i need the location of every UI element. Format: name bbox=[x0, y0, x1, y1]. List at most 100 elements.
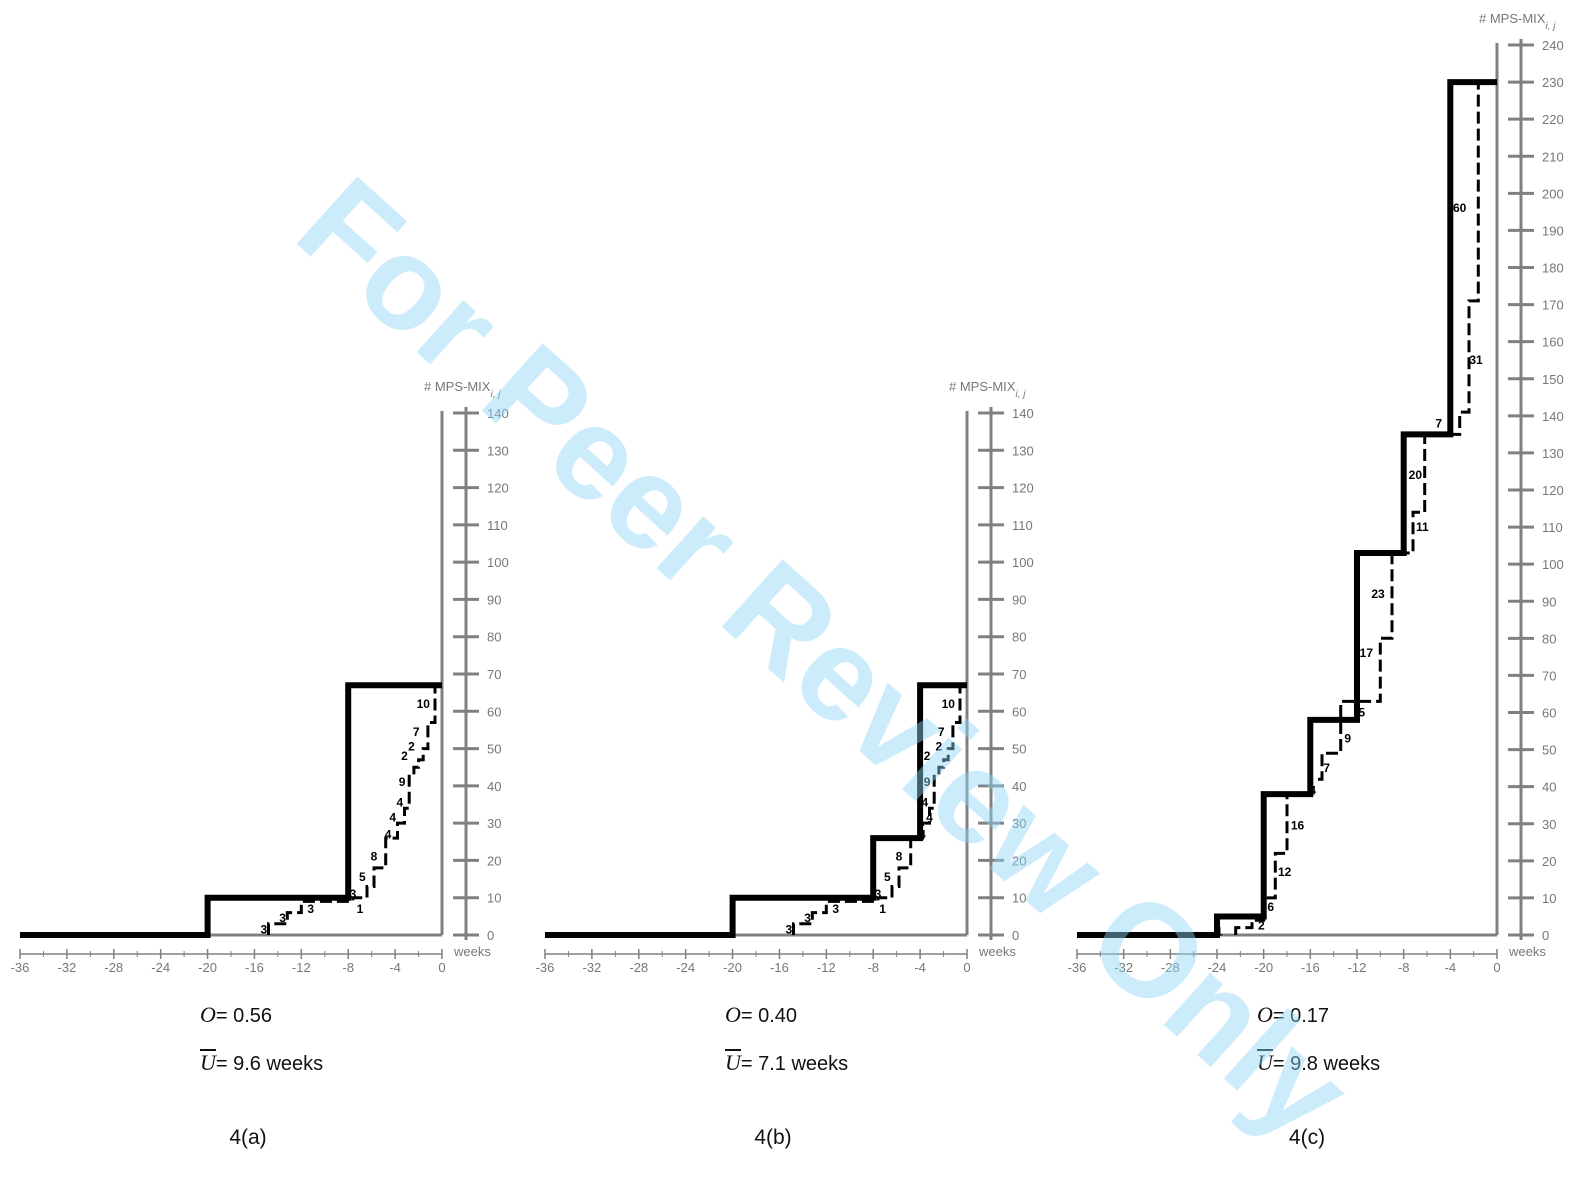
step-label: 10 bbox=[942, 697, 956, 711]
stat-overlap: O= 0.40 bbox=[725, 1002, 797, 1027]
chart-panel-4c: -36 -32 -28 -24 -20 -16 -12 -8 -4 0 0 10 20 30 40 50 60 7… bbox=[1068, 11, 1564, 1149]
y-tick-label: 120 bbox=[1012, 481, 1034, 496]
series-line-dashed bbox=[267, 685, 437, 935]
step-label: 7 bbox=[1435, 416, 1442, 430]
y-tick-label: 70 bbox=[487, 667, 501, 682]
y-tick-label: 190 bbox=[1542, 223, 1564, 238]
y-tick-label: 180 bbox=[1542, 261, 1564, 276]
series-line-solid bbox=[20, 682, 442, 938]
stat-mean-u-value: = 9.6 weeks bbox=[216, 1053, 323, 1075]
step-label: 3 bbox=[832, 902, 839, 916]
x-tick-label: -28 bbox=[629, 960, 648, 975]
y-tick-label: 60 bbox=[487, 704, 501, 719]
step-label: 16 bbox=[1291, 819, 1305, 833]
step-label: 2 bbox=[401, 749, 408, 763]
y-tick-label: 30 bbox=[487, 816, 501, 831]
y-tick-label: 200 bbox=[1542, 186, 1564, 201]
watermark-text: For Peer Review Only bbox=[271, 150, 1378, 1167]
x-tick-label: 0 bbox=[963, 960, 970, 975]
y-tick-label: 0 bbox=[1542, 928, 1549, 943]
step-label: 9 bbox=[399, 775, 406, 789]
y-tick-label: 40 bbox=[1012, 779, 1026, 794]
y-tick-label: 60 bbox=[1012, 704, 1026, 719]
panel-caption: 4(c) bbox=[1289, 1126, 1325, 1149]
y-tick-label: 130 bbox=[1012, 443, 1034, 458]
x-tick-label: -24 bbox=[151, 960, 170, 975]
y-tick-label: 110 bbox=[1542, 520, 1563, 535]
x-tick-label: -12 bbox=[817, 960, 836, 975]
y-tick-label: 100 bbox=[487, 555, 509, 570]
x-tick-label: -32 bbox=[57, 960, 76, 975]
y-tick-label: 80 bbox=[1012, 630, 1026, 645]
x-tick-label: -8 bbox=[867, 960, 879, 975]
step-label: 4 bbox=[1309, 783, 1316, 797]
y-axis-title-subscript: i, j bbox=[490, 389, 501, 400]
series-line-dashed bbox=[792, 685, 962, 935]
stat-mean-u-symbol: U bbox=[200, 1050, 218, 1075]
x-tick-label: -28 bbox=[1161, 960, 1180, 975]
x-tick-label: -12 bbox=[292, 960, 311, 975]
stat-mean-u: U= 9.8 weeks bbox=[1257, 1050, 1380, 1075]
stat-overlap-symbol: O bbox=[200, 1002, 216, 1027]
step-label: 3 bbox=[804, 911, 811, 925]
panel-caption: 4(a) bbox=[229, 1126, 266, 1149]
y-tick-label: 110 bbox=[1012, 518, 1033, 533]
x-tick-label: -36 bbox=[536, 960, 555, 975]
step-label: 2 bbox=[1258, 919, 1265, 933]
y-tick-label: 230 bbox=[1542, 75, 1564, 90]
x-tick-label: -32 bbox=[1114, 960, 1133, 975]
y-tick-label: 90 bbox=[1012, 592, 1026, 607]
step-label: 3 bbox=[875, 887, 882, 901]
y-tick-label: 220 bbox=[1542, 112, 1564, 127]
y-axis-title: # MPS-MIXi, j bbox=[949, 379, 1026, 400]
y-tick-label: 70 bbox=[1542, 668, 1556, 683]
step-label: 23 bbox=[1371, 587, 1385, 601]
stat-overlap-value: = 0.56 bbox=[216, 1005, 272, 1027]
step-label: 12 bbox=[1278, 865, 1292, 879]
y-tick-label: 170 bbox=[1542, 298, 1564, 313]
step-label: 17 bbox=[1360, 646, 1374, 660]
step-label: 4 bbox=[919, 827, 926, 841]
y-tick-label: 50 bbox=[487, 742, 501, 757]
step-label: 4 bbox=[389, 811, 396, 825]
step-label: 31 bbox=[1469, 353, 1483, 367]
step-label: 3 bbox=[350, 887, 357, 901]
y-tick-label: 20 bbox=[1542, 854, 1556, 869]
step-label: 60 bbox=[1453, 201, 1467, 215]
stat-mean-u-symbol: U bbox=[1257, 1050, 1275, 1075]
y-tick-label: 20 bbox=[487, 853, 501, 868]
step-label: 1 bbox=[1216, 924, 1223, 938]
step-label: 20 bbox=[1409, 468, 1423, 482]
stat-mean-u-value: = 7.1 weeks bbox=[741, 1053, 848, 1075]
step-label: 7 bbox=[938, 725, 945, 739]
step-label: 5 bbox=[1358, 706, 1365, 720]
chart-panel-4a: -36 -32 -28 -24 -20 -16 -12 -8 -4 0 0 10 20 30 40 50 60 7… bbox=[11, 379, 509, 1149]
y-tick-label: 30 bbox=[1012, 816, 1026, 831]
step-label: 9 bbox=[1344, 731, 1351, 745]
y-tick-label: 110 bbox=[487, 518, 508, 533]
y-tick-label: 90 bbox=[1542, 594, 1556, 609]
y-tick-label: 60 bbox=[1542, 706, 1556, 721]
y-tick-label: 160 bbox=[1542, 335, 1564, 350]
step-label: 3 bbox=[260, 922, 267, 936]
step-label: 5 bbox=[359, 870, 366, 884]
y-tick-label: 70 bbox=[1012, 667, 1026, 682]
step-label: 10 bbox=[417, 697, 431, 711]
y-tick-label: 90 bbox=[487, 592, 501, 607]
y-tick-label: 210 bbox=[1542, 149, 1564, 164]
step-label: 6 bbox=[1267, 900, 1274, 914]
x-tick-label: -32 bbox=[582, 960, 601, 975]
y-axis-title-subscript: i, j bbox=[1015, 389, 1026, 400]
series-line-solid bbox=[545, 682, 967, 938]
step-label: 2 bbox=[924, 749, 931, 763]
x-axis-title: weeks bbox=[1508, 944, 1546, 959]
y-tick-label: 40 bbox=[1542, 780, 1556, 795]
y-tick-label: 100 bbox=[1012, 555, 1034, 570]
step-label: 8 bbox=[896, 850, 903, 864]
step-label: 11 bbox=[1416, 520, 1429, 534]
x-tick-label: -8 bbox=[342, 960, 354, 975]
step-label: 2 bbox=[936, 740, 943, 754]
y-tick-label: 0 bbox=[1012, 928, 1019, 943]
step-label: 4 bbox=[385, 827, 392, 841]
step-label: 1 bbox=[357, 902, 364, 916]
